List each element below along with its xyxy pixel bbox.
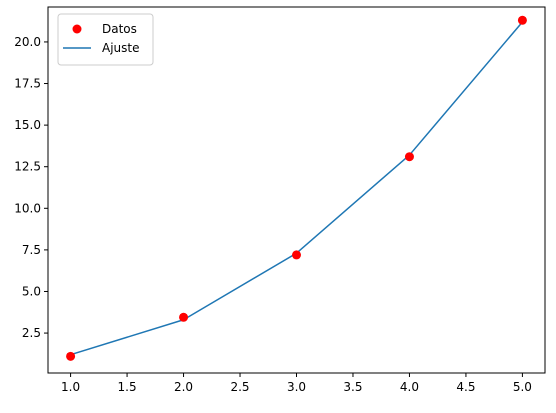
x-tick-label: 4.5 bbox=[456, 380, 475, 394]
legend-box bbox=[57, 13, 154, 66]
y-tick-label: 5.0 bbox=[22, 284, 41, 298]
x-tick-label: 4.0 bbox=[400, 380, 419, 394]
legend-label-datos: Datos bbox=[102, 22, 137, 36]
x-tick-label: 3.5 bbox=[343, 380, 362, 394]
y-tick-label: 2.5 bbox=[22, 326, 41, 340]
y-tick-label: 7.5 bbox=[22, 243, 41, 257]
x-tick-label: 2.0 bbox=[174, 380, 193, 394]
y-tick-label: 17.5 bbox=[14, 77, 41, 91]
legend: Datos Ajuste bbox=[57, 13, 154, 66]
data-point-datos bbox=[404, 152, 414, 162]
data-point-datos bbox=[66, 351, 76, 361]
legend-label-ajuste: Ajuste bbox=[102, 41, 140, 55]
plot-area bbox=[48, 7, 545, 373]
y-tick-label: 10.0 bbox=[14, 201, 41, 215]
y-tick-label: 12.5 bbox=[14, 160, 41, 174]
data-point-datos bbox=[179, 312, 189, 322]
plot-frame bbox=[47, 6, 546, 374]
x-tick-label: 1.0 bbox=[61, 380, 80, 394]
data-point-datos bbox=[292, 250, 301, 260]
data-point-datos bbox=[517, 15, 527, 25]
x-axis-ticks: 1.0 1.5 2.0 2.5 3.0 3.5 4.0 4.5 5.0 bbox=[61, 373, 532, 394]
x-tick-label: 2.5 bbox=[230, 380, 249, 394]
x-tick-label: 1.5 bbox=[118, 380, 137, 394]
x-tick-label: 5.0 bbox=[513, 380, 532, 394]
y-tick-label: 15.0 bbox=[14, 118, 41, 132]
series-layer bbox=[66, 15, 527, 361]
y-axis-ticks: 2.5 5.0 7.5 10.0 12.5 15.0 17.5 20.0 bbox=[14, 35, 48, 340]
x-tick-label: 3.0 bbox=[287, 380, 306, 394]
y-tick-label: 20.0 bbox=[14, 35, 41, 49]
legend-marker-datos bbox=[72, 24, 82, 34]
